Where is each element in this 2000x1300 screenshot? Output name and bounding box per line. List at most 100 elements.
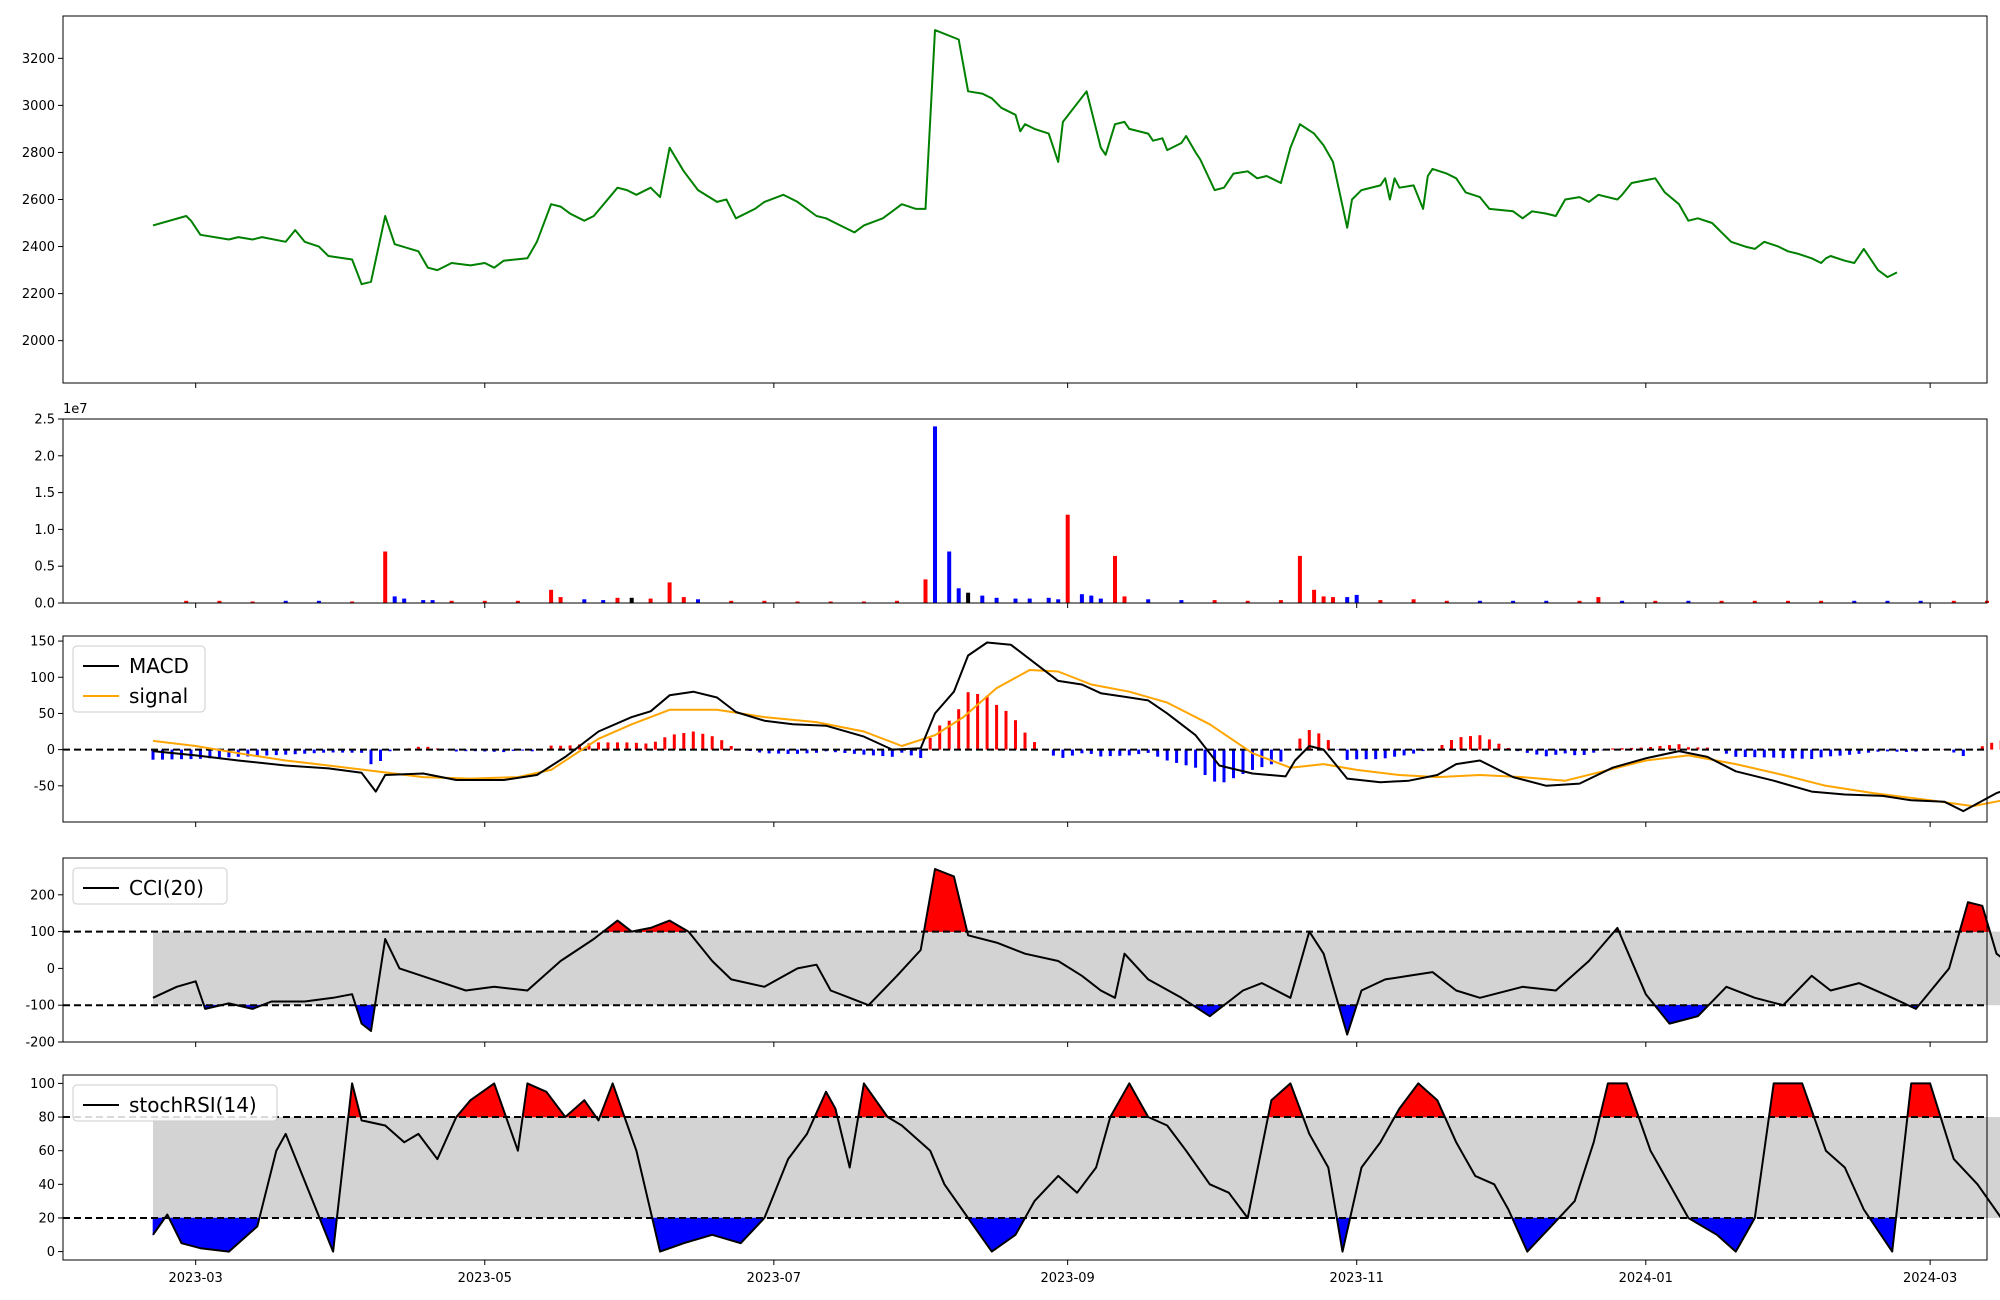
volume-bar — [762, 600, 767, 603]
legend-label: CCI(20) — [129, 876, 204, 900]
histogram-bar — [1563, 749, 1567, 754]
histogram-bar — [265, 749, 269, 756]
volume-bar — [1089, 595, 1094, 603]
histogram-bar — [1393, 749, 1397, 757]
histogram-bar — [1497, 743, 1501, 750]
volume-bar — [1321, 596, 1326, 603]
histogram-bar — [777, 749, 781, 754]
histogram-bar — [303, 749, 307, 754]
panel-volume: 0.0 0.5 1.0 1.5 2.0 2.5 1e7 — [34, 402, 1989, 612]
histogram-bar — [1175, 749, 1179, 763]
histogram-bar — [1307, 730, 1311, 750]
volume-bar — [582, 599, 587, 603]
panel-stochrsi: 0 20 40 60 80 100 2023-03 2023-05 2023-07 2023-09… — [30, 1074, 2000, 1286]
volume-bar — [1331, 597, 1335, 603]
histogram-bar — [947, 720, 951, 750]
histogram-bar — [1469, 736, 1472, 750]
legend: MACD signal — [72, 645, 206, 713]
volume-bar — [1179, 600, 1184, 603]
histogram-bar — [170, 749, 174, 760]
histogram-bar — [521, 749, 525, 751]
volume-bar — [956, 588, 961, 603]
legend-label: signal — [129, 684, 188, 708]
histogram-bar — [587, 743, 591, 750]
histogram-bar — [1904, 749, 1908, 752]
histogram-bar — [1734, 749, 1738, 757]
histogram-bar — [1165, 749, 1169, 761]
histogram-bar — [758, 749, 762, 753]
histogram-bar — [227, 749, 231, 758]
volume-bar — [601, 600, 606, 603]
volume-bar — [1752, 600, 1757, 603]
histogram-bar — [360, 749, 364, 753]
volume-bar — [629, 597, 634, 603]
x-tick-label: 2024-01 — [1619, 1271, 1673, 1286]
histogram-bar — [1355, 749, 1359, 760]
histogram-bar — [1668, 745, 1671, 750]
histogram-bar — [1070, 749, 1074, 756]
histogram-bar — [1724, 749, 1728, 754]
volume-bar — [1653, 600, 1658, 603]
histogram-bar — [672, 734, 676, 750]
histogram-bar — [625, 742, 629, 750]
histogram-bar — [871, 749, 875, 756]
histogram-bar — [653, 741, 657, 750]
histogram-bar — [198, 749, 202, 759]
histogram-bar — [1705, 747, 1709, 750]
histogram-bar — [1080, 749, 1084, 754]
histogram-bar — [454, 749, 458, 752]
histogram-bar — [1829, 749, 1833, 757]
histogram-bar — [1582, 749, 1586, 755]
volume-bar — [1444, 600, 1449, 603]
y-offset-label: 1e7 — [63, 402, 88, 417]
histogram-bar — [1213, 749, 1217, 782]
histogram-bar — [1241, 749, 1245, 774]
volume-bar — [1312, 589, 1317, 603]
histogram-bar — [1051, 749, 1055, 756]
histogram-bar — [1791, 749, 1795, 759]
histogram-bar — [1819, 749, 1823, 758]
y-tick-label: 3000 — [22, 99, 55, 114]
histogram-bar — [852, 749, 856, 754]
histogram-bar — [1459, 737, 1463, 750]
histogram-bar — [862, 749, 866, 755]
legend: stochRSI(14) — [72, 1084, 278, 1122]
histogram-bar — [710, 736, 714, 750]
x-tick-label: 2023-05 — [458, 1271, 512, 1286]
histogram-bar — [1592, 749, 1596, 753]
histogram-bar — [1450, 740, 1453, 750]
histogram-bar — [767, 749, 771, 754]
histogram-bar — [511, 749, 515, 751]
histogram-bar — [1279, 749, 1283, 762]
volume-bar — [217, 600, 222, 603]
histogram-bar — [1232, 749, 1235, 779]
histogram-bar — [1639, 747, 1643, 750]
y-tick-label: 200 — [30, 888, 55, 903]
histogram-bar — [1838, 749, 1842, 756]
histogram-bar — [1573, 749, 1577, 756]
histogram-bar — [492, 749, 496, 752]
histogram-bar — [1118, 749, 1122, 756]
histogram-bar — [1677, 744, 1681, 750]
histogram-bar — [966, 692, 970, 750]
overbought-fill — [1967, 901, 1983, 932]
histogram-bar — [1611, 748, 1615, 750]
histogram-bar — [1014, 720, 1017, 750]
volume-bar — [1477, 600, 1482, 603]
volume-bar — [1786, 600, 1790, 603]
histogram-bar — [1146, 749, 1150, 753]
volume-bar — [895, 600, 899, 603]
histogram-bar — [1184, 749, 1188, 766]
volume-bar — [681, 597, 686, 603]
histogram-bar — [900, 749, 904, 753]
panel-border — [62, 857, 1988, 1043]
overbought-fill — [1607, 1083, 1628, 1118]
histogram-bar — [597, 742, 600, 750]
histogram-bar — [1298, 738, 1302, 750]
volume-bar — [1719, 600, 1724, 603]
y-tick-label: 0 — [47, 962, 55, 977]
volume-bar — [283, 600, 288, 603]
volume-bar — [923, 579, 928, 603]
histogram-bar — [1108, 749, 1112, 757]
